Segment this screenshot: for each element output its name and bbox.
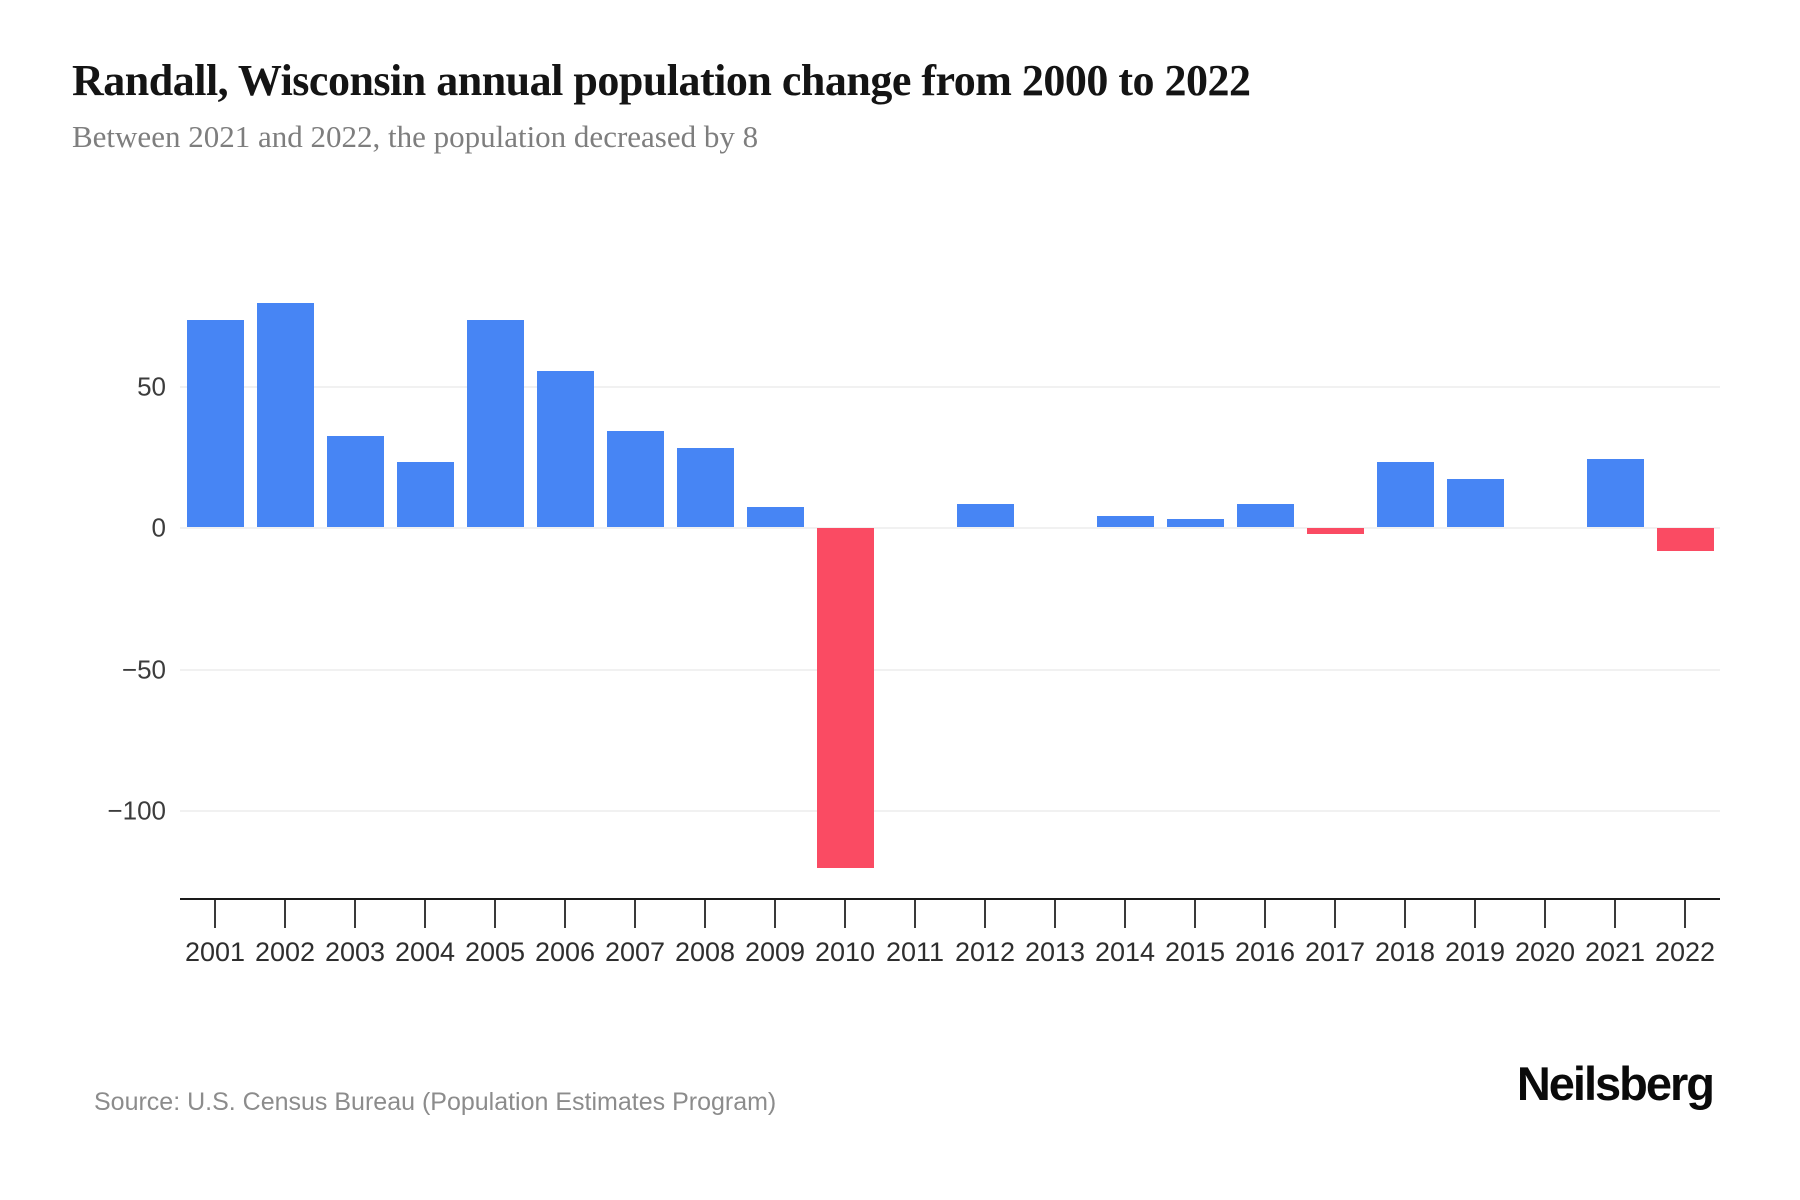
x-axis-tick [1544, 900, 1546, 928]
x-axis-tick [1194, 900, 1196, 928]
y-axis-tick-label: 0 [151, 512, 166, 543]
x-axis-tick [774, 900, 776, 928]
page-title: Randall, Wisconsin annual population cha… [72, 56, 1251, 105]
gridline [180, 386, 1720, 388]
bar-2019 [1447, 479, 1504, 527]
x-axis-label: 2010 [814, 937, 876, 967]
x-axis-tick [634, 900, 636, 928]
neilsberg-logo: Neilsberg [1516, 1057, 1715, 1110]
x-axis-line [180, 898, 1720, 900]
bar-2021 [1587, 459, 1644, 527]
bar-2022 [1657, 528, 1714, 551]
bar-2007 [607, 431, 664, 527]
x-axis-tick [214, 900, 216, 928]
y-axis-tick-label: −100 [107, 795, 166, 826]
x-axis-label: 2014 [1094, 937, 1156, 967]
gridline [180, 669, 1720, 671]
x-axis-label: 2001 [184, 937, 246, 967]
x-axis-label: 2009 [744, 937, 806, 967]
x-axis-label: 2004 [394, 937, 456, 967]
x-axis-tick [844, 900, 846, 928]
bar-2009 [747, 507, 804, 527]
x-axis-tick [494, 900, 496, 928]
x-axis-label: 2022 [1654, 937, 1716, 967]
bar-2017 [1307, 528, 1364, 534]
bar-chart: 50 0 −50 −100 2001 2002 2003 2004 2005 2006 2007 20… [107, 245, 1720, 967]
x-axis-tick [284, 900, 286, 928]
bar-2008 [677, 448, 734, 527]
x-axis-tick [354, 900, 356, 928]
gridline [180, 810, 1720, 812]
bar-2001 [187, 320, 244, 527]
y-axis-tick-label: −50 [121, 654, 166, 685]
x-axis-label: 2012 [954, 937, 1016, 967]
x-axis-label: 2002 [254, 937, 316, 967]
x-axis-label: 2020 [1514, 937, 1576, 967]
bar-2004 [397, 462, 454, 527]
y-axis-tick-label: 50 [137, 371, 166, 402]
bar-2015 [1167, 519, 1224, 527]
x-axis-tick [1404, 900, 1406, 928]
x-axis-tick [1124, 900, 1126, 928]
x-axis-label: 2017 [1304, 937, 1366, 967]
x-axis-tick [1614, 900, 1616, 928]
x-axis-tick [914, 900, 916, 928]
x-axis-tick [1684, 900, 1686, 928]
x-axis-tick [564, 900, 566, 928]
bar-2012 [957, 504, 1014, 527]
x-axis-label: 2008 [674, 937, 736, 967]
x-axis-label: 2018 [1374, 937, 1436, 967]
x-axis-tick [1054, 900, 1056, 928]
x-axis-label: 2019 [1444, 937, 1506, 967]
bar-2010 [817, 528, 874, 868]
x-axis-tick [1264, 900, 1266, 928]
source-note: Source: U.S. Census Bureau (Population E… [94, 1088, 777, 1116]
bar-2018 [1377, 462, 1434, 527]
bar-2014 [1097, 516, 1154, 527]
x-axis-tick [424, 900, 426, 928]
bar-2002 [257, 303, 314, 527]
x-axis-tick [1334, 900, 1336, 928]
chart-subtitle: Between 2021 and 2022, the population de… [72, 119, 759, 154]
bar-2006 [537, 371, 594, 527]
x-axis-label: 2021 [1584, 937, 1646, 967]
x-axis-label: 2005 [464, 937, 526, 967]
x-axis-label: 2007 [604, 937, 666, 967]
x-axis-label: 2006 [534, 937, 596, 967]
bar-2016 [1237, 504, 1294, 527]
x-axis-label: 2013 [1024, 937, 1086, 967]
gridline [180, 527, 1720, 529]
x-axis-tick [1474, 900, 1476, 928]
x-axis-label: 2011 [885, 937, 945, 967]
bar-2003 [327, 436, 384, 527]
bar-2005 [467, 320, 524, 527]
x-axis-label: 2003 [324, 937, 386, 967]
x-axis-tick [704, 900, 706, 928]
x-axis-label: 2016 [1234, 937, 1296, 967]
x-axis-label: 2015 [1164, 937, 1226, 967]
x-axis-tick [984, 900, 986, 928]
